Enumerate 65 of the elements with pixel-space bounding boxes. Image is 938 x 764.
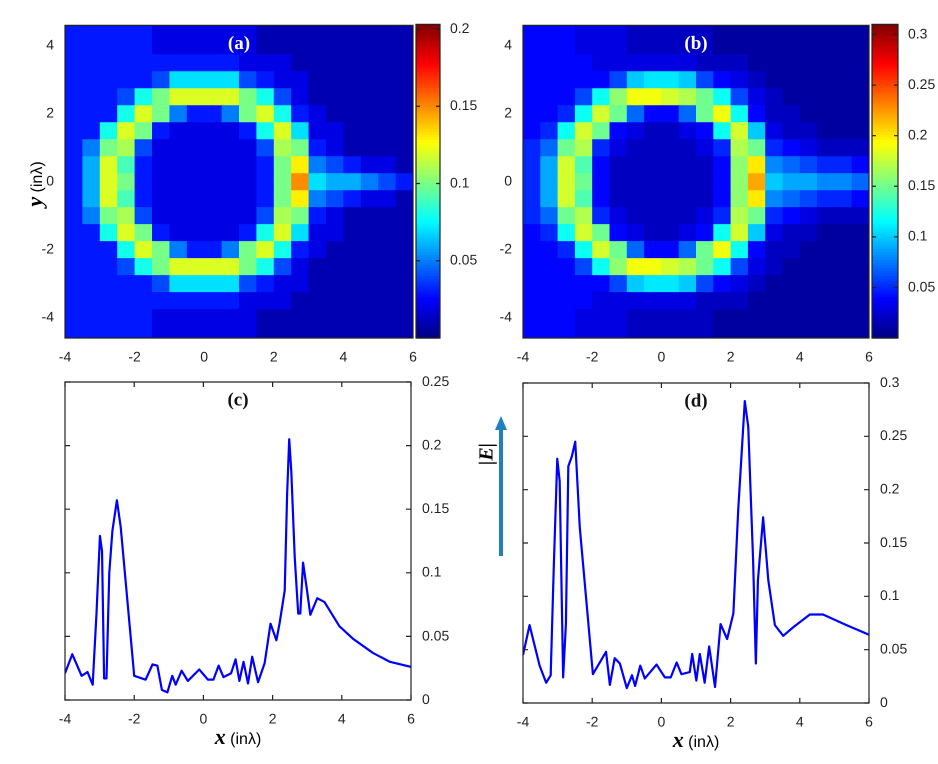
- y-tick-label: -2: [42, 240, 54, 257]
- color-bar-label: 0.05: [908, 278, 936, 294]
- x-tick-label: 2: [726, 348, 735, 364]
- y-tick-label: 0.25: [422, 372, 450, 389]
- y-tick-label: 0.2: [880, 480, 900, 497]
- x-tick-label: 4: [338, 710, 346, 726]
- x-tick-label: 0: [658, 348, 666, 364]
- y-tick-label: 0.2: [422, 436, 442, 452]
- x-tick-label: -4: [516, 348, 530, 364]
- x-tick-label: 2: [726, 713, 735, 730]
- color-bar-label: 0.25: [908, 76, 936, 92]
- y-tick-label: 0: [422, 690, 430, 707]
- x-tick-label: 2: [270, 348, 278, 364]
- color-bar-label: 0.05: [450, 252, 478, 268]
- x-tick-label: 6: [865, 713, 874, 730]
- y-tick-label: 0: [504, 172, 512, 189]
- x-tick-label: -2: [586, 348, 599, 364]
- y-tick-label: 0.1: [880, 587, 900, 604]
- y-axis-title: y (inλ): [22, 161, 47, 207]
- x-tick-label: 6: [865, 348, 874, 364]
- chart-title: (c): [227, 389, 249, 410]
- chart-title: (d): [684, 390, 708, 412]
- y-tick-label: 0.1: [422, 564, 442, 580]
- x-axis-title: x (inλ): [214, 724, 262, 749]
- x-tick-label: 0: [658, 713, 666, 730]
- y-tick-label: -4: [42, 308, 54, 324]
- x-tick-label: -2: [586, 713, 599, 730]
- x-axis-title: x (inλ): [672, 727, 720, 752]
- y-tick-label: -2: [500, 240, 512, 257]
- color-bar-label: 0.15: [908, 177, 936, 194]
- y-tick-label: 0: [880, 694, 888, 710]
- y-tick-label: 0.15: [422, 500, 450, 516]
- x-tick-label: 2: [268, 710, 277, 726]
- chart-title: (b): [684, 32, 708, 54]
- y-tick-label: 0.15: [880, 534, 908, 550]
- chart-title: (a): [228, 32, 250, 54]
- y-tick-label: 0.05: [880, 640, 908, 657]
- x-tick-label: -4: [58, 710, 72, 726]
- x-tick-label: 0: [200, 348, 208, 364]
- y-tick-label: 4: [504, 36, 512, 53]
- x-tick-label: 0: [200, 710, 208, 726]
- x-tick-label: 6: [409, 348, 418, 364]
- color-bar-label: 0.3: [908, 25, 928, 42]
- x-tick-label: 4: [796, 713, 804, 730]
- x-tick-label: -4: [58, 348, 72, 364]
- y-tick-label: 2: [504, 104, 512, 121]
- y-tick-label: 0.05: [422, 627, 450, 644]
- y-tick-label: 0: [46, 172, 54, 189]
- x-tick-label: 4: [796, 348, 804, 364]
- x-tick-label: -2: [128, 348, 142, 364]
- color-bar-label: 0.1: [908, 228, 928, 244]
- x-tick-label: -4: [516, 713, 530, 730]
- x-tick-label: 6: [407, 710, 416, 726]
- x-tick-label: -2: [128, 710, 141, 726]
- color-bar-label: 0.2: [908, 126, 928, 143]
- color-bar-label: 0.1: [450, 174, 470, 190]
- y-tick-label: 0.25: [880, 427, 908, 444]
- y-tick-label: 2: [46, 104, 54, 121]
- color-bar-label: 0.2: [450, 20, 470, 36]
- y-tick-label: 4: [46, 36, 54, 53]
- y-axis-title: |E|: [476, 442, 498, 466]
- x-tick-label: 4: [340, 348, 348, 364]
- y-tick-label: 0.3: [880, 374, 900, 390]
- y-tick-label: -4: [500, 308, 512, 324]
- color-bar-label: 0.15: [450, 97, 478, 114]
